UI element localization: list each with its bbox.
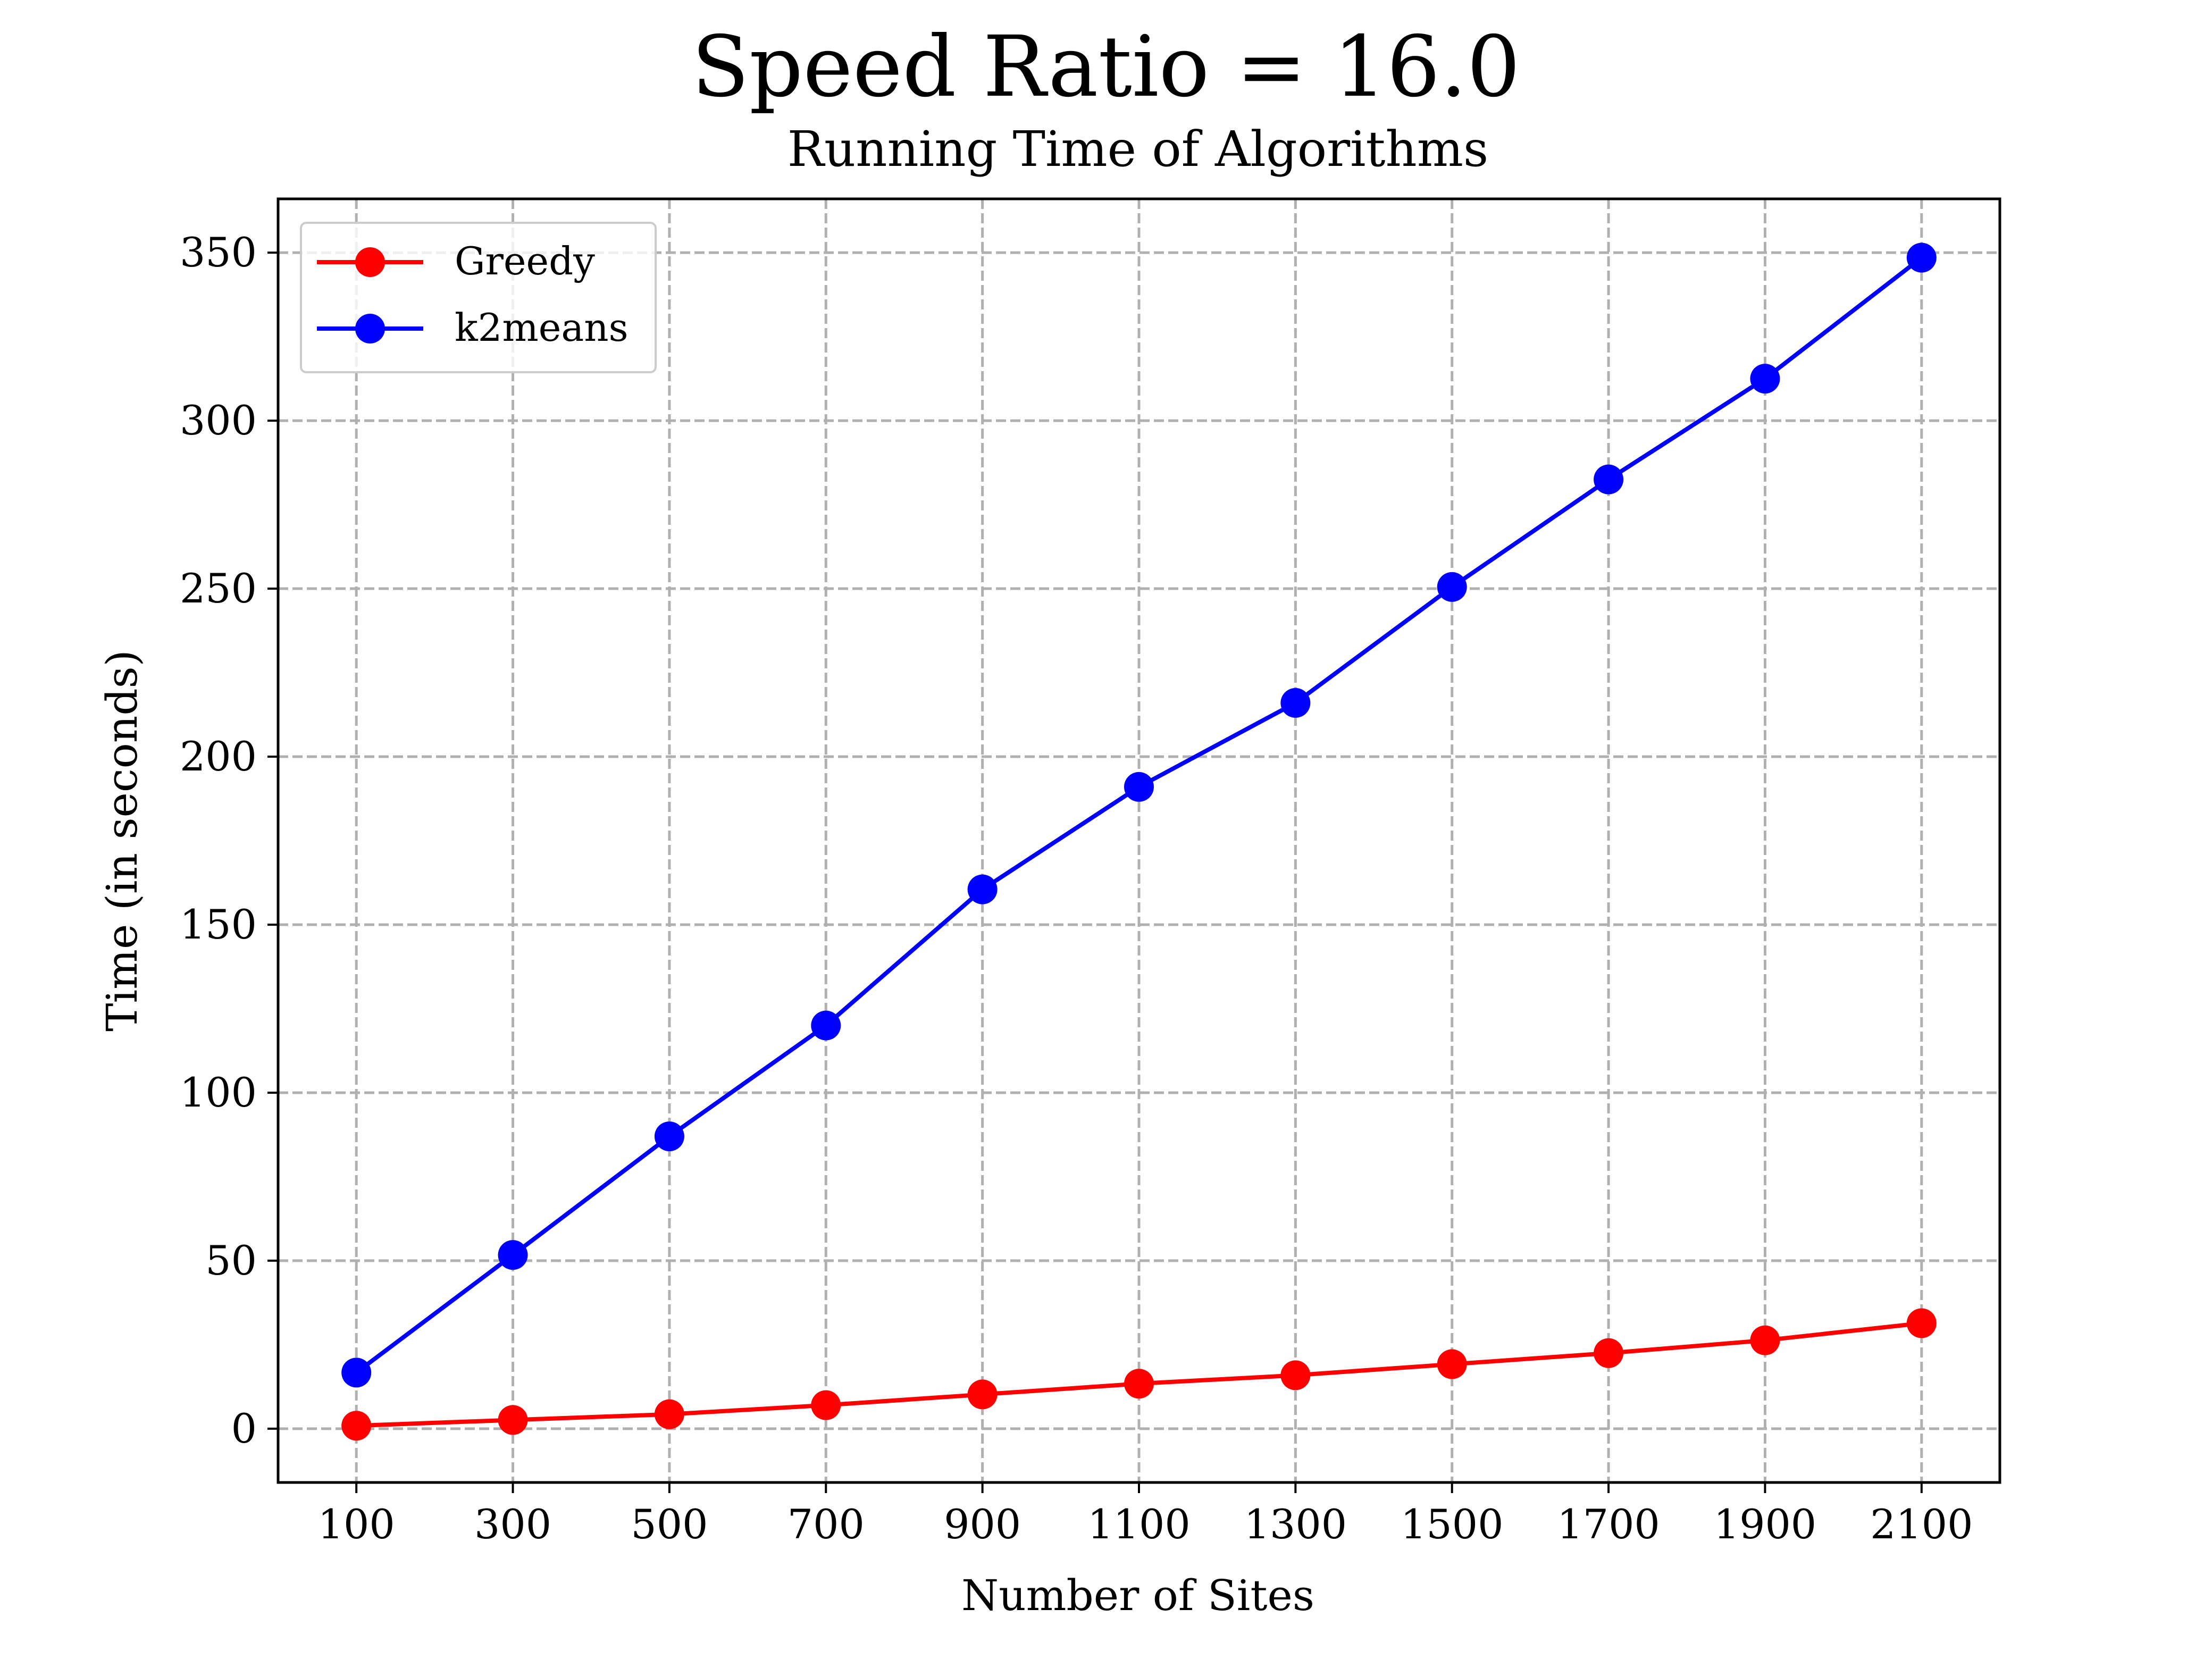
greedy-data-point [811,1390,841,1420]
k2means-data-point [498,1240,528,1270]
k2means-data-point [811,1010,841,1041]
y-tick-label: 300 [180,397,257,444]
k2means-data-point [1124,772,1154,802]
k2means-data-point [1594,464,1624,495]
greedy-data-point [1906,1308,1937,1338]
legend-k2means-label: k2means [455,305,629,350]
x-axis-ticks: 100 300 500 700 900 1100 1300 1500 1700 1900 2100 [318,1482,1973,1548]
legend-greedy-label: Greedy [455,239,595,283]
greedy-data-point [1594,1338,1624,1368]
y-axis-label: Time (in seconds) [97,650,147,1032]
greedy-data-point [341,1411,372,1441]
greedy-data-point [498,1405,528,1435]
x-tick-label: 500 [631,1501,708,1548]
greedy-data-point [1280,1360,1311,1390]
x-tick-label: 700 [787,1501,865,1548]
y-tick-label: 250 [180,565,257,612]
x-tick-label: 1300 [1244,1501,1347,1548]
plot-series [341,242,1937,1441]
y-tick-label: 200 [180,733,257,780]
chart-title: Running Time of Algorithms [787,121,1488,178]
x-tick-label: 300 [474,1501,551,1548]
y-tick-label: 350 [180,229,257,276]
y-tick-label: 50 [205,1237,257,1284]
y-tick-label: 0 [231,1405,257,1452]
greedy-data-point [1124,1369,1154,1399]
legend-greedy-marker [355,247,385,277]
chart-suptitle: Speed Ratio = 16.0 [692,18,1520,116]
y-axis-ticks: 0 50 100 150 200 250 300 350 [180,229,278,1452]
x-tick-label: 1900 [1714,1501,1816,1548]
y-tick-label: 150 [180,901,257,948]
x-tick-label: 1100 [1087,1501,1190,1548]
x-tick-label: 100 [318,1501,395,1548]
legend: Greedy k2means [300,222,657,373]
k2means-data-point [967,874,998,904]
greedy-data-point [654,1399,684,1429]
k2means-data-point [1750,364,1780,394]
k2means-data-point [341,1358,372,1388]
greedy-data-point [1437,1349,1467,1379]
k2means-data-point [1437,572,1467,602]
x-tick-label: 2100 [1870,1501,1973,1548]
x-axis-label: Number of Sites [961,1571,1314,1620]
x-tick-label: 1700 [1557,1501,1660,1548]
x-tick-label: 1500 [1401,1501,1503,1548]
k2means-data-point [654,1121,684,1152]
k2means-data-point [1280,688,1311,718]
greedy-data-point [1750,1325,1780,1355]
legend-k2means-marker [355,314,385,343]
k2means-data-point [1906,242,1937,273]
x-tick-label: 900 [944,1501,1021,1548]
greedy-data-point [967,1379,998,1410]
y-tick-label: 100 [180,1069,257,1116]
